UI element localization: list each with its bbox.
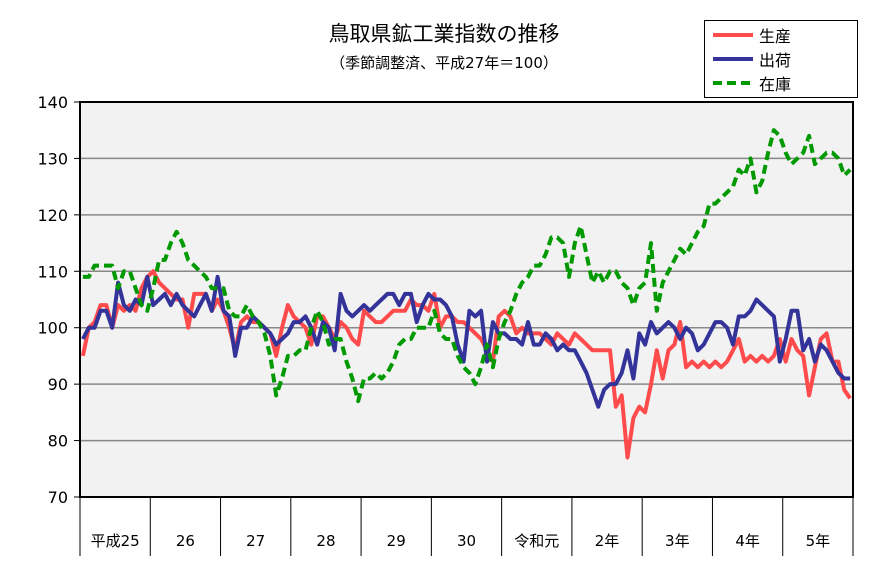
legend-swatch-production	[713, 33, 753, 37]
legend-item-production: 生産	[713, 24, 791, 46]
y-tick-label: 70	[48, 488, 68, 507]
legend-swatch-shipment	[713, 57, 753, 61]
chart-title: 鳥取県鉱工業指数の推移	[328, 22, 560, 46]
legend: 生産 出荷 在庫	[704, 20, 858, 98]
legend-swatch-inventory	[713, 81, 753, 85]
x-tick-label: 4年	[735, 532, 760, 550]
y-tick-label: 90	[48, 375, 68, 394]
x-tick-label: 30	[457, 532, 476, 550]
x-tick-label: 3年	[665, 532, 690, 550]
x-tick-label: 平成25	[91, 532, 140, 550]
x-tick-label: 28	[316, 532, 335, 550]
x-tick-label: 令和元	[514, 532, 559, 550]
chart-subtitle: （季節調整済、平成27年＝100）	[330, 54, 558, 72]
y-tick-label: 100	[37, 319, 68, 338]
legend-label-production: 生産	[759, 27, 792, 46]
x-tick-label: 29	[387, 532, 406, 550]
y-tick-label: 110	[37, 262, 68, 281]
x-tick-label: 26	[176, 532, 195, 550]
legend-label-shipment: 出荷	[759, 51, 792, 70]
shipment-line	[81, 274, 851, 409]
legend-item-inventory: 在庫	[713, 72, 791, 94]
x-tick-label: 27	[246, 532, 265, 550]
inventory-line	[82, 128, 852, 404]
legend-item-shipment: 出荷	[713, 48, 791, 70]
x-tick-label: 5年	[806, 532, 831, 550]
plot-area	[80, 102, 853, 497]
legend-label-inventory: 在庫	[759, 75, 792, 94]
y-tick-label: 140	[37, 93, 68, 112]
y-tick-label: 120	[37, 206, 68, 225]
x-tick-label: 2年	[595, 532, 620, 550]
plot-border	[79, 101, 854, 498]
y-tick-label: 130	[37, 149, 68, 168]
y-tick-label: 80	[48, 432, 68, 451]
